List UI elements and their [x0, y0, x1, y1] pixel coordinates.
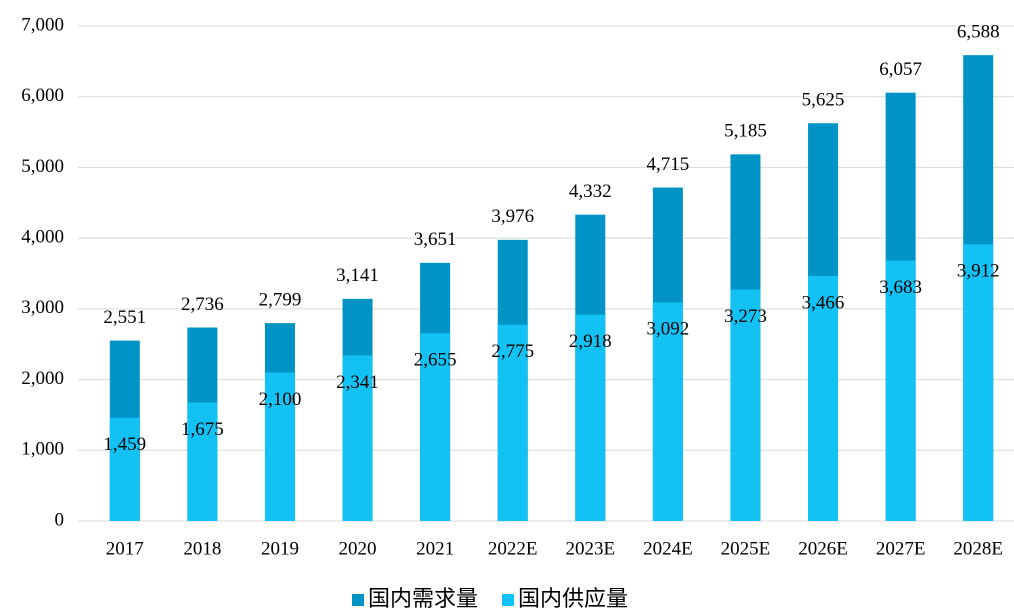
- data-label: 5,185: [724, 121, 767, 142]
- data-label: 3,273: [724, 306, 767, 327]
- data-label: 1,675: [181, 419, 224, 440]
- x-tick-label: 2023E: [565, 538, 615, 559]
- bar: [264, 372, 295, 521]
- data-label: 3,466: [802, 292, 845, 313]
- bar: [342, 355, 373, 521]
- legend-swatch: [502, 594, 515, 606]
- x-tick-label: 2027E: [876, 538, 926, 559]
- x-tick-label: 2021: [416, 538, 454, 559]
- data-label: 3,651: [414, 229, 457, 250]
- bar: [885, 260, 916, 521]
- bar: [575, 314, 606, 521]
- bar: [187, 402, 218, 521]
- x-tick-label: 2028E: [953, 538, 1003, 559]
- data-label: 2,736: [181, 294, 224, 315]
- x-tick-label: 2019: [261, 538, 299, 559]
- data-label: 3,683: [879, 277, 922, 298]
- x-tick-label: 2020: [339, 538, 377, 559]
- data-label: 6,588: [957, 21, 1000, 42]
- bar: [730, 289, 761, 521]
- y-tick-label: 2,000: [21, 368, 64, 389]
- legend-swatch: [352, 594, 364, 606]
- data-label: 2,551: [103, 307, 146, 328]
- y-tick-label: 4,000: [21, 227, 64, 248]
- y-tick-label: 1,000: [21, 439, 64, 460]
- data-label: 2,799: [259, 289, 302, 310]
- data-label: 6,057: [879, 59, 922, 80]
- data-label: 2,775: [491, 341, 534, 362]
- x-tick-label: 2022E: [488, 538, 538, 559]
- x-tick-label: 2017: [106, 538, 144, 559]
- legend-label: 国内需求量: [368, 587, 478, 612]
- bar: [420, 333, 451, 521]
- y-tick-label: 5,000: [21, 156, 64, 177]
- bar: [808, 275, 839, 521]
- data-label: 2,100: [259, 389, 302, 410]
- data-label: 4,332: [569, 181, 612, 202]
- data-label: 3,976: [491, 206, 534, 227]
- y-tick-label: 7,000: [21, 14, 64, 35]
- data-label: 2,341: [336, 372, 379, 393]
- y-tick-label: 3,000: [21, 297, 64, 318]
- data-label: 3,141: [336, 265, 379, 286]
- y-tick-label: 6,000: [21, 85, 64, 106]
- data-label: 2,918: [569, 331, 612, 352]
- x-tick-label: 2026E: [798, 538, 848, 559]
- legend-label: 国内供应量: [518, 587, 628, 612]
- data-label: 3,092: [647, 319, 690, 340]
- data-label: 1,459: [103, 434, 146, 455]
- data-label: 2,655: [414, 350, 457, 371]
- bar: [497, 324, 528, 521]
- bar: [652, 302, 683, 521]
- data-label: 4,715: [647, 154, 690, 175]
- data-label: 3,912: [957, 261, 1000, 282]
- x-tick-label: 2018: [183, 538, 221, 559]
- bar: [109, 417, 140, 521]
- data-label: 5,625: [802, 90, 845, 111]
- y-tick-label: 0: [55, 509, 65, 530]
- bar: [963, 244, 994, 521]
- x-tick-label: 2024E: [643, 538, 693, 559]
- x-tick-label: 2025E: [721, 538, 771, 559]
